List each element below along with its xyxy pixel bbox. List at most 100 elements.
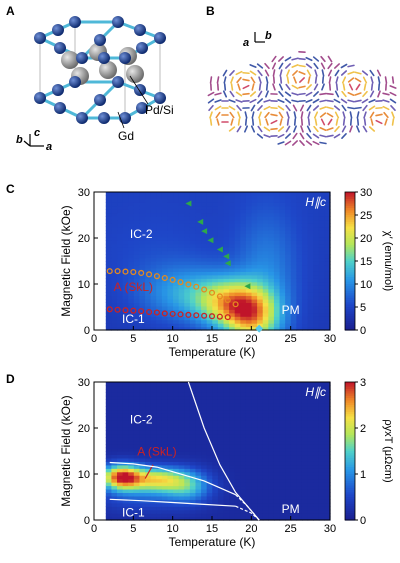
heatmap-cell [178, 267, 185, 272]
heatmap-cell [318, 240, 325, 245]
heatmap-cell [290, 198, 297, 203]
heatmap-cell [167, 385, 174, 390]
heatmap-cell [139, 454, 146, 459]
heatmap-cell [111, 288, 118, 293]
heatmap-cell [145, 202, 152, 207]
heatmap-cell [307, 495, 314, 500]
heatmap-cell [296, 382, 303, 387]
heatmap-cell [290, 423, 297, 428]
heatmap-cell [117, 195, 124, 200]
heatmap-cell [229, 385, 236, 390]
heatmap-cell [184, 192, 191, 197]
heatmap-cell [117, 516, 124, 521]
heatmap-cell [217, 257, 225, 262]
heatmap-cell [189, 416, 197, 421]
spin-arrow-206 [369, 111, 375, 119]
heatmap-cell [251, 447, 258, 452]
heatmap-cell [223, 468, 230, 473]
heatmap-cell [279, 433, 286, 438]
heatmap-cell [279, 195, 286, 200]
heatmap-cell [156, 461, 163, 466]
heatmap-cell [273, 312, 281, 317]
spin-arrow-146 [326, 99, 334, 103]
heatmap-cell [161, 271, 169, 276]
heatmap-cell [240, 478, 247, 483]
heatmap-cell [195, 292, 202, 297]
heatmap-cell [262, 192, 269, 197]
spin-arrow-4 [291, 57, 299, 61]
heatmap-cell [145, 229, 152, 234]
spin-arrow-248 [306, 125, 312, 133]
heatmap-cell [111, 406, 118, 411]
heatmap-cell [217, 444, 225, 449]
heatmap-cell [251, 243, 258, 248]
colorbar-step [345, 398, 355, 401]
axis-c-label: c [34, 127, 40, 139]
spin-arrow-39 [321, 69, 325, 77]
heatmap-cell [240, 457, 247, 462]
heatmap-cell [257, 281, 264, 286]
heatmap-cell [318, 444, 325, 449]
heatmap-cell [313, 192, 320, 197]
heatmap-cell [245, 468, 253, 473]
heatmap-cell [105, 419, 113, 424]
heatmap-cell [122, 451, 129, 456]
colorbar-step [345, 513, 355, 516]
colorbar-step [345, 281, 355, 285]
heatmap-cell [273, 243, 281, 248]
colorbar-step [345, 391, 355, 395]
heatmap-cell [313, 461, 320, 466]
heatmap-cell [251, 309, 258, 314]
heatmap-cell [229, 516, 236, 521]
heatmap-cell [273, 509, 281, 514]
spin-arrow-130 [214, 99, 222, 103]
heatmap-cell [156, 402, 163, 407]
heatmap-cell [145, 399, 152, 404]
heatmap-cell [195, 499, 202, 504]
heatmap-cell [251, 195, 258, 200]
heatmap-cell [173, 264, 180, 269]
heatmap-cell [105, 202, 113, 207]
heatmap-cell [251, 267, 258, 272]
heatmap-cell [279, 502, 286, 507]
heatmap-cell [189, 326, 197, 331]
heatmap-cell [117, 451, 124, 456]
colorbar-step [345, 203, 355, 207]
heatmap-cell [285, 219, 292, 224]
heatmap-cell [111, 385, 118, 390]
heatmap-cell [229, 451, 236, 456]
heatmap-cell [122, 323, 129, 328]
heatmap-cell [161, 402, 169, 407]
heatmap-cell [318, 223, 325, 228]
heatmap-cell [262, 447, 269, 452]
heatmap-cell [307, 399, 314, 404]
spin-arrow-64 [321, 76, 325, 84]
heatmap-cell [268, 461, 275, 466]
heatmap-cell [245, 240, 253, 245]
colorbar-step [345, 474, 355, 477]
heatmap-cell [201, 388, 208, 393]
heatmap-cell [307, 233, 314, 238]
heatmap-cell [122, 219, 129, 224]
heatmap-cell [139, 240, 146, 245]
heatmap-cell [206, 298, 213, 303]
heatmap-cell [251, 202, 258, 207]
heatmap-cell [245, 478, 253, 483]
heatmap-cell [139, 395, 146, 400]
heatmap-cell [285, 506, 292, 511]
colorbar-step [345, 297, 355, 301]
heatmap-cell [307, 236, 314, 241]
heatmap-cell [206, 492, 213, 497]
heatmap-cell [234, 247, 241, 252]
heatmap-cell [273, 219, 281, 224]
heatmap-cell [240, 475, 247, 480]
heatmap-cell [301, 423, 309, 428]
heatmap-cell [279, 419, 286, 424]
heatmap-cell [161, 478, 169, 483]
heatmap-cell [184, 464, 191, 469]
spin-arrow-11 [256, 63, 264, 69]
heatmap-cell [111, 402, 118, 407]
heatmap-cell [139, 416, 146, 421]
heatmap-cell [251, 430, 258, 435]
heatmap-cell [223, 285, 230, 290]
